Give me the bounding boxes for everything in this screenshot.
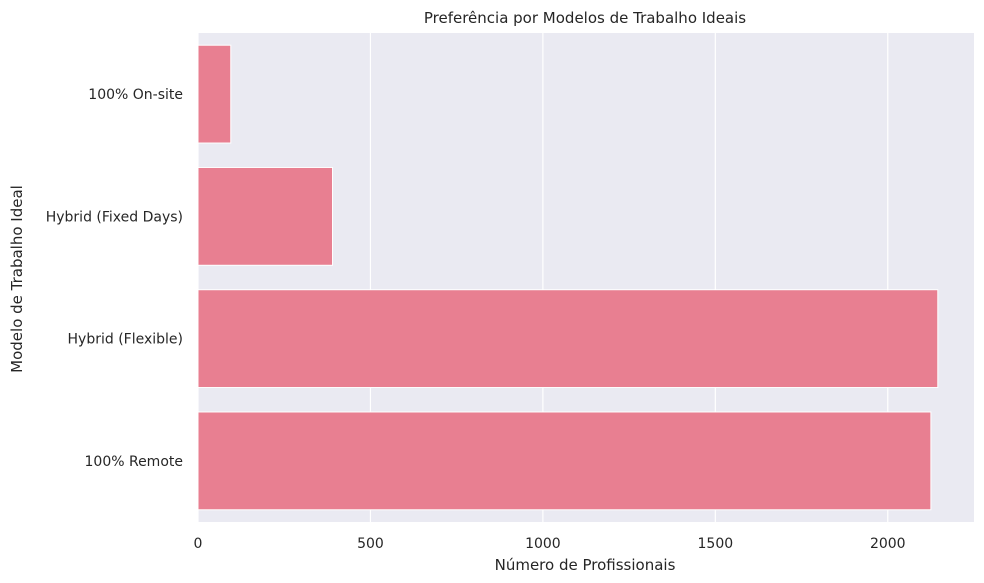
- x-tick-label: 1500: [698, 536, 734, 552]
- chart-title: Preferência por Modelos de Trabalho Idea…: [424, 9, 746, 27]
- y-tick-label: Hybrid (Flexible): [68, 332, 183, 348]
- bar: [197, 411, 932, 511]
- x-axis-label: Número de Profissionais: [495, 556, 676, 574]
- x-tick-label: 500: [357, 536, 384, 552]
- bar: [197, 166, 334, 266]
- x-tick-label: 1000: [525, 536, 561, 552]
- bars: [197, 44, 939, 511]
- x-tick-label: 0: [194, 536, 203, 552]
- x-tick-label: 2000: [870, 536, 906, 552]
- y-tick-label: Hybrid (Fixed Days): [46, 209, 183, 225]
- y-tick-label: 100% On-site: [88, 87, 183, 103]
- y-tick-label: 100% Remote: [85, 454, 184, 470]
- bar: [197, 44, 232, 144]
- y-axis-ticks: 100% On-site Hybrid (Fixed Days) Hybrid (F…: [46, 87, 183, 470]
- bar: [197, 289, 939, 389]
- y-axis-label: Modelo de Trabalho Ideal: [8, 185, 26, 373]
- x-axis-ticks: 0 500 1000 1500 2000: [194, 536, 906, 552]
